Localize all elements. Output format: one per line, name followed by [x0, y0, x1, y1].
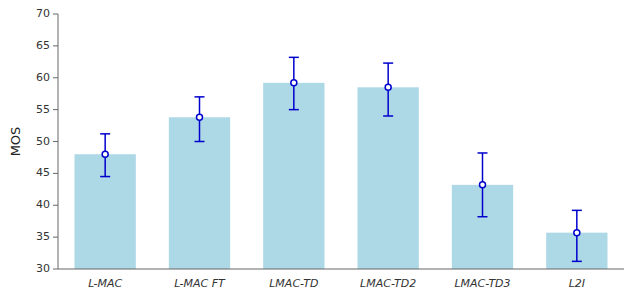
x-tick-label: LMAC-TD [269, 277, 318, 290]
y-tick-label: 65 [36, 39, 50, 52]
y-tick-label: 45 [36, 166, 50, 179]
error-bar [100, 134, 110, 177]
x-tick-label: L2I [569, 277, 585, 290]
x-tick-label: LMAC-TD2 [360, 277, 416, 290]
error-cap-lower [478, 216, 488, 218]
error-cap-lower [383, 115, 393, 117]
error-center [197, 114, 203, 120]
error-center [102, 151, 108, 157]
chart-container: 30 35 40 45 50 55 60 65 70 MOS L-MAC L-MAC FT LMAC-T… [0, 0, 640, 307]
y-tick-label: 40 [36, 198, 50, 211]
y-tick [53, 14, 58, 15]
y-tick [53, 109, 58, 110]
y-axis: 30 35 40 45 50 55 60 65 70 [36, 7, 58, 275]
x-axis-line [58, 269, 624, 270]
error-cap-upper [100, 133, 110, 135]
error-cap-lower [195, 141, 205, 143]
y-tick-label: 60 [36, 71, 50, 84]
error-bar [195, 97, 205, 142]
error-cap-upper [289, 57, 299, 59]
y-tick [53, 269, 58, 270]
y-tick-label: 55 [36, 103, 50, 116]
y-tick-label: 30 [36, 262, 50, 275]
error-cap-upper [383, 62, 393, 64]
x-tick-label: L-MAC FT [174, 277, 226, 290]
error-cap-upper [478, 152, 488, 154]
chart-svg: 30 35 40 45 50 55 60 65 70 MOS L-MAC L-MAC FT LMAC-T… [0, 0, 640, 307]
bar [263, 83, 324, 269]
error-center [480, 182, 486, 188]
error-cap-upper [572, 210, 582, 212]
error-bar [478, 153, 488, 217]
error-cap-upper [195, 96, 205, 98]
error-cap-lower [572, 261, 582, 263]
error-cap-lower [289, 109, 299, 111]
y-tick [53, 237, 58, 238]
x-axis: L-MAC L-MAC FT LMAC-TD LMAC-TD2 LMAC-TD3 L2I [58, 269, 624, 290]
y-tick [53, 141, 58, 142]
y-tick [53, 45, 58, 46]
error-bar [383, 63, 393, 116]
error-bar [572, 210, 582, 261]
y-tick-label: 70 [36, 7, 50, 20]
y-axis-label: MOS [8, 127, 23, 157]
plot-area [75, 57, 608, 269]
error-center [574, 230, 580, 236]
y-tick [53, 205, 58, 206]
x-tick-label: L-MAC [88, 277, 122, 290]
error-center [385, 84, 391, 90]
y-tick [53, 77, 58, 78]
error-center [291, 80, 297, 86]
error-bar [289, 57, 299, 109]
y-tick [53, 173, 58, 174]
x-tick-label: LMAC-TD3 [454, 277, 510, 290]
y-tick-label: 50 [36, 135, 50, 148]
y-tick-label: 35 [36, 230, 50, 243]
error-cap-lower [100, 176, 110, 178]
